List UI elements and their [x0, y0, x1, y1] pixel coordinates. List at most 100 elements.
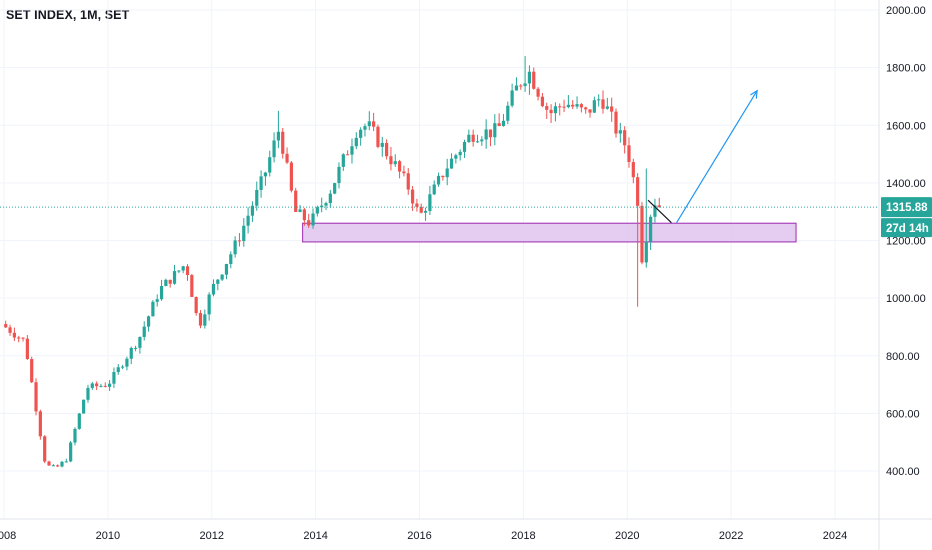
candle-body — [34, 382, 38, 412]
candle-body — [155, 299, 159, 302]
candle-body — [237, 240, 242, 242]
candle-body — [441, 175, 445, 178]
arrowhead-icon — [750, 89, 758, 99]
candle-body — [454, 155, 458, 159]
candle-body — [359, 129, 363, 138]
candle-body — [488, 129, 493, 138]
candle-body — [419, 206, 423, 213]
candle-body — [493, 123, 497, 138]
candle-body — [549, 109, 553, 114]
candle-body — [566, 104, 570, 108]
candle-body — [307, 220, 311, 226]
candle-body — [644, 241, 648, 263]
candle-body — [354, 137, 358, 147]
current-price-badge — [881, 197, 932, 218]
candle-body — [649, 216, 653, 242]
candle-body — [129, 347, 133, 359]
candle-body — [605, 106, 609, 109]
candle-body — [363, 126, 367, 130]
x-tick-label: 2024 — [823, 530, 847, 542]
candle-body — [294, 190, 298, 212]
candle-body — [90, 383, 94, 388]
countdown-label: 27d 14h — [886, 223, 929, 235]
candle-body — [449, 158, 454, 169]
candle-body — [640, 205, 644, 263]
candle-body — [285, 153, 289, 163]
candle-body — [190, 275, 194, 297]
candle-body — [133, 347, 138, 349]
candle-body — [514, 85, 519, 91]
candle-body — [592, 100, 596, 113]
candle-body — [346, 154, 350, 156]
candle-body — [558, 106, 562, 108]
drawing-layer — [0, 89, 879, 224]
candle-body — [43, 436, 47, 462]
candle-body — [410, 189, 415, 204]
candle-body — [553, 106, 558, 114]
candle-body — [501, 120, 506, 127]
candle-body — [302, 209, 306, 221]
candle-body — [77, 413, 81, 429]
candle-body — [402, 171, 406, 174]
candle-body — [545, 106, 549, 110]
candle-body — [571, 104, 575, 107]
candle-body — [540, 96, 545, 107]
candle-body — [610, 106, 614, 112]
candle-body — [519, 85, 523, 87]
candle-body — [636, 177, 640, 206]
candle-body — [211, 283, 216, 295]
candle-body — [523, 83, 527, 86]
candle-body — [458, 151, 462, 156]
x-tick-label: 2010 — [96, 530, 120, 542]
candle-body — [64, 461, 68, 463]
candle-body — [631, 162, 635, 178]
y-tick-label: 1600.00 — [886, 120, 926, 132]
candle-body — [181, 266, 185, 271]
candle-body — [73, 428, 77, 443]
x-tick-label: 2008 — [0, 530, 16, 542]
candle-body — [82, 399, 86, 414]
current-price-label: 1315.88 — [886, 202, 928, 214]
candle-body — [423, 210, 428, 213]
candle-body — [164, 279, 168, 287]
candle-body — [328, 193, 332, 204]
candle-body — [224, 264, 229, 275]
candle-body — [95, 383, 99, 387]
candle-body — [627, 145, 631, 163]
candle-body — [146, 316, 151, 327]
y-tick-label: 1400.00 — [886, 178, 926, 190]
candle-body — [562, 106, 566, 108]
candle-layer — [4, 56, 661, 468]
candle-body — [432, 184, 436, 195]
candle-body — [159, 286, 164, 300]
candle-body — [350, 146, 354, 155]
candle-body — [8, 327, 12, 333]
candle-body — [112, 372, 116, 384]
projection-line-up — [676, 90, 758, 223]
candle-body — [276, 131, 281, 141]
x-tick-label: 2018 — [511, 530, 535, 542]
candle-body — [51, 465, 55, 467]
candle-body — [510, 90, 514, 106]
y-tick-label: 1000.00 — [886, 293, 926, 305]
countdown-badge — [881, 218, 932, 238]
candle-body — [406, 173, 410, 190]
candle-body — [207, 294, 211, 315]
candle-body — [601, 99, 605, 109]
candle-body — [527, 71, 532, 84]
projection-line-down — [647, 199, 672, 224]
candle-body — [246, 215, 250, 226]
candle-body — [30, 359, 34, 383]
grid-layer — [0, 0, 879, 519]
candle-body — [263, 172, 268, 177]
y-tick-label: 1800.00 — [886, 63, 926, 75]
candle-body — [194, 296, 198, 314]
y-tick-label: 2000.00 — [886, 5, 926, 17]
candle-body — [229, 254, 233, 265]
candle-body — [467, 134, 471, 143]
candle-body — [462, 142, 467, 152]
candle-body — [597, 99, 601, 101]
